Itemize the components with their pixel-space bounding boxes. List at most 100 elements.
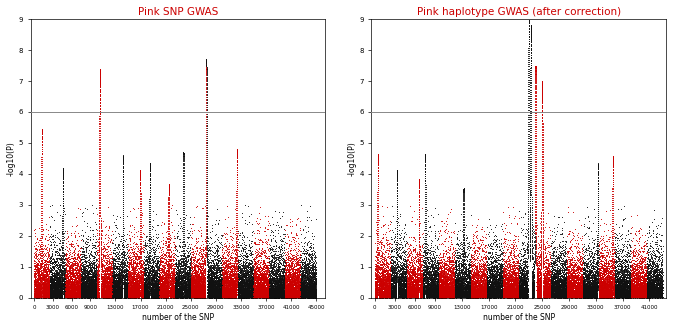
Point — [617, 268, 628, 273]
Point — [82, 260, 93, 265]
Point — [150, 263, 161, 268]
Point — [493, 273, 504, 279]
Point — [123, 286, 134, 291]
Point — [630, 284, 641, 289]
Point — [600, 280, 611, 286]
Point — [109, 289, 120, 294]
Point — [577, 285, 588, 290]
Point — [454, 285, 464, 290]
Point — [243, 291, 254, 296]
Point — [452, 294, 462, 300]
Point — [207, 274, 217, 279]
Point — [267, 283, 277, 288]
Point — [149, 295, 160, 300]
Point — [221, 287, 232, 292]
Point — [111, 287, 122, 292]
Point — [289, 284, 299, 290]
Point — [404, 290, 415, 295]
Point — [87, 293, 98, 298]
Point — [461, 287, 472, 292]
Point — [227, 279, 238, 284]
Point — [517, 293, 528, 298]
Point — [97, 288, 108, 293]
Point — [572, 289, 583, 294]
Point — [617, 293, 628, 298]
Point — [145, 291, 156, 297]
Point — [561, 282, 571, 288]
Point — [384, 266, 394, 271]
Point — [281, 291, 291, 297]
Point — [478, 294, 489, 300]
Point — [382, 289, 392, 294]
Point — [406, 294, 417, 299]
Point — [496, 291, 507, 296]
Point — [555, 275, 565, 280]
Point — [232, 283, 243, 289]
Point — [74, 273, 85, 278]
Point — [127, 284, 137, 290]
Point — [122, 286, 133, 291]
Point — [646, 294, 657, 300]
Point — [513, 284, 524, 289]
Point — [635, 283, 646, 288]
Point — [156, 295, 167, 300]
Point — [528, 289, 539, 294]
Point — [513, 286, 524, 291]
Point — [396, 266, 407, 271]
Point — [101, 291, 112, 296]
Point — [88, 290, 99, 295]
Point — [73, 281, 83, 286]
Point — [289, 292, 300, 297]
Point — [289, 285, 300, 290]
Point — [551, 292, 561, 297]
Point — [611, 292, 622, 297]
Point — [483, 262, 494, 267]
Point — [237, 287, 248, 292]
Point — [48, 270, 59, 275]
Point — [186, 278, 197, 284]
Point — [611, 282, 622, 288]
Point — [586, 272, 596, 278]
Point — [557, 277, 567, 282]
Point — [268, 292, 279, 297]
Point — [435, 271, 446, 276]
Point — [44, 290, 55, 295]
Point — [401, 293, 412, 298]
Point — [512, 295, 523, 300]
Point — [285, 290, 295, 295]
Point — [300, 291, 311, 296]
Point — [589, 278, 600, 283]
Point — [203, 271, 214, 276]
Point — [217, 280, 227, 286]
Point — [559, 276, 570, 281]
Point — [178, 257, 189, 262]
Point — [34, 286, 44, 291]
Point — [484, 294, 495, 300]
Point — [486, 289, 497, 294]
Point — [446, 286, 457, 291]
Point — [545, 268, 556, 273]
Point — [466, 290, 477, 295]
Point — [94, 285, 104, 291]
Point — [175, 286, 186, 291]
Point — [430, 292, 441, 297]
Point — [553, 292, 564, 297]
Point — [154, 288, 165, 293]
Point — [466, 282, 476, 287]
Point — [213, 293, 224, 299]
Point — [646, 293, 657, 299]
Point — [74, 294, 85, 299]
Point — [643, 287, 654, 292]
Point — [223, 292, 234, 297]
Point — [413, 282, 423, 288]
Point — [506, 256, 517, 262]
Point — [442, 286, 453, 291]
Point — [520, 294, 531, 299]
Point — [306, 285, 317, 291]
Point — [79, 294, 90, 300]
Point — [188, 282, 199, 287]
Point — [29, 286, 40, 291]
Point — [287, 290, 298, 295]
Point — [153, 260, 164, 265]
Point — [621, 282, 631, 287]
